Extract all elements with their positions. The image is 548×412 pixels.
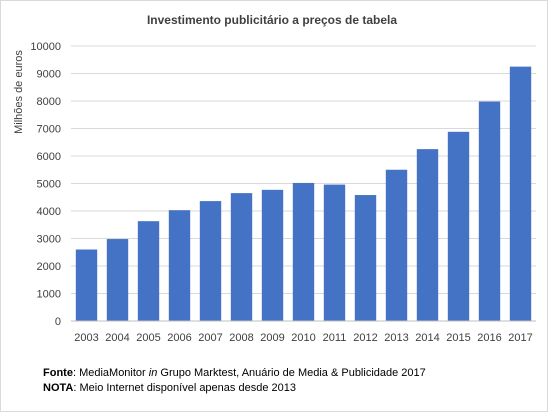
y-axis-ticks: 0 1000 2000 3000 4000 5000 6000 7000 8000 9000 100… <box>30 41 61 328</box>
bar-2009 <box>261 189 284 321</box>
x-tick-label: 2009 <box>260 332 284 344</box>
bar-2004 <box>106 239 129 321</box>
y-tick-label: 7000 <box>37 124 61 136</box>
y-tick-label: 10000 <box>30 41 61 53</box>
bar-2011 <box>323 184 346 321</box>
x-tick-label: 2008 <box>229 332 253 344</box>
chart-title: Investimento publicitário a preços de ta… <box>147 13 397 27</box>
x-tick-label: 2010 <box>291 332 315 344</box>
source-text-pre: : MediaMonitor <box>72 367 149 379</box>
bar-2008 <box>230 193 253 322</box>
x-tick-label: 2013 <box>384 332 408 344</box>
source-note: Fonte: MediaMonitor in Grupo Marktest, A… <box>43 366 426 381</box>
y-tick-label: 3000 <box>37 234 61 246</box>
bar-2014 <box>416 149 439 322</box>
x-tick-label: 2004 <box>105 332 129 344</box>
x-axis-ticks: 2003 2004 2005 2006 2007 2008 2009 2010 2011 2012… <box>74 332 532 344</box>
footnote-label: NOTA <box>43 382 74 394</box>
y-tick-label: 5000 <box>37 179 61 191</box>
x-tick-label: 2003 <box>74 332 98 344</box>
chart-notes: Fonte: MediaMonitor in Grupo Marktest, A… <box>43 366 426 396</box>
source-text-post: Grupo Marktest, Anuário de Media & Publi… <box>157 367 426 379</box>
bar-2013 <box>385 169 408 321</box>
y-axis-title: Milhões de euros <box>13 50 25 134</box>
bar-2003 <box>75 249 98 321</box>
source-label: Fonte <box>43 367 73 379</box>
x-tick-label: 2007 <box>198 332 222 344</box>
x-tick-label: 2006 <box>167 332 191 344</box>
y-tick-label: 9000 <box>37 69 61 81</box>
bar-2012 <box>354 195 377 321</box>
bar-2016 <box>478 101 501 321</box>
y-tick-label: 0 <box>55 316 61 328</box>
footnote: NOTA: Meio Internet disponível apenas de… <box>43 381 426 396</box>
source-text-in: in <box>148 367 158 379</box>
x-tick-label: 2017 <box>508 332 532 344</box>
y-tick-label: 1000 <box>37 289 61 301</box>
bar-2017 <box>509 66 532 322</box>
y-tick-label: 8000 <box>37 96 61 108</box>
bar-2007 <box>199 201 222 321</box>
y-tick-label: 4000 <box>37 206 61 218</box>
bar-2006 <box>168 210 191 321</box>
bar-2015 <box>447 131 470 321</box>
bar-2010 <box>292 182 315 321</box>
x-tick-label: 2014 <box>415 332 439 344</box>
bar-2005 <box>137 221 160 321</box>
y-tick-label: 6000 <box>37 151 61 163</box>
x-tick-label: 2015 <box>446 332 470 344</box>
y-tick-label: 2000 <box>37 261 61 273</box>
x-tick-label: 2011 <box>323 332 347 344</box>
x-tick-label: 2005 <box>136 332 160 344</box>
x-tick-label: 2012 <box>353 332 377 344</box>
footnote-text: : Meio Internet disponível apenas desde … <box>73 382 296 394</box>
x-tick-label: 2016 <box>477 332 501 344</box>
bars <box>75 66 532 322</box>
